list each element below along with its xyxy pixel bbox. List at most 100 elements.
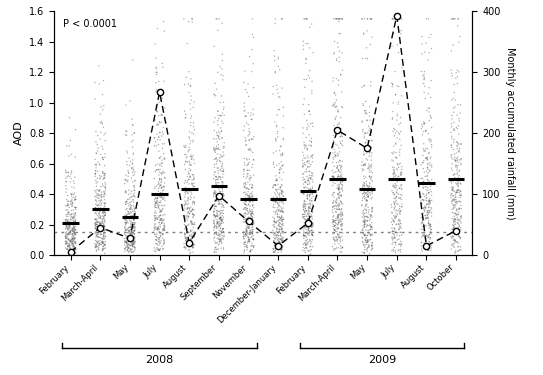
Point <box>334 16 343 22</box>
Point <box>454 179 463 185</box>
Point <box>365 251 374 257</box>
Point <box>450 225 458 231</box>
Point <box>183 174 192 180</box>
Point <box>95 215 104 221</box>
Point <box>367 212 375 218</box>
Point <box>360 184 369 190</box>
Point <box>390 205 399 211</box>
Point <box>190 180 198 186</box>
Point <box>457 141 465 147</box>
Point <box>152 87 161 93</box>
Point <box>121 236 129 242</box>
Point <box>249 111 257 117</box>
Point <box>239 219 248 225</box>
Point <box>122 217 130 223</box>
Point <box>301 60 310 66</box>
Point <box>211 93 220 99</box>
Point <box>93 227 102 233</box>
Point <box>336 198 345 204</box>
Point <box>331 180 339 186</box>
Point <box>390 206 399 212</box>
Point <box>448 210 457 216</box>
Point <box>389 177 398 183</box>
Point <box>335 206 344 212</box>
Point <box>156 200 165 206</box>
Point <box>187 240 196 246</box>
Point <box>190 157 198 163</box>
Point <box>182 154 191 160</box>
Point <box>337 193 346 199</box>
Point <box>68 241 77 247</box>
Point <box>70 246 78 252</box>
Point <box>389 189 397 195</box>
Point <box>151 195 160 201</box>
Point <box>190 242 198 248</box>
Point <box>307 143 315 149</box>
Point <box>396 114 405 120</box>
Point <box>363 245 372 251</box>
Point <box>368 242 376 248</box>
Point <box>269 249 278 255</box>
Point <box>66 246 74 252</box>
Point <box>68 226 77 232</box>
Point <box>216 233 225 239</box>
Point <box>152 143 161 149</box>
Point <box>306 217 315 223</box>
Point <box>304 231 312 237</box>
Point <box>243 192 252 198</box>
Point <box>64 226 72 232</box>
Point <box>450 216 459 222</box>
Point <box>211 180 220 186</box>
Point <box>123 226 131 232</box>
Point <box>121 220 130 226</box>
Point <box>363 139 372 145</box>
Point <box>153 237 161 243</box>
Y-axis label: AOD: AOD <box>14 121 24 146</box>
Point <box>122 198 131 204</box>
Point <box>395 185 403 191</box>
Point <box>249 243 257 249</box>
Point <box>210 190 218 196</box>
Point <box>308 244 317 250</box>
Point <box>419 129 428 135</box>
Point <box>210 147 219 153</box>
Point <box>421 128 430 134</box>
Point <box>452 199 460 205</box>
Point <box>180 152 189 157</box>
Point <box>122 188 130 194</box>
Point <box>217 154 225 160</box>
Point <box>425 50 433 56</box>
Point <box>96 136 104 142</box>
Point <box>279 113 288 119</box>
Point <box>212 192 220 198</box>
Point <box>240 205 249 211</box>
Point <box>396 30 405 36</box>
Point <box>272 235 280 241</box>
Point <box>301 16 310 22</box>
Point <box>272 122 281 128</box>
Point <box>93 207 102 213</box>
Point <box>123 247 132 253</box>
Point <box>242 185 250 191</box>
Point <box>122 240 131 246</box>
Point <box>388 84 396 90</box>
Point <box>249 205 258 211</box>
Point <box>220 140 229 146</box>
Point <box>210 128 219 134</box>
Point <box>420 206 428 212</box>
Point <box>212 86 221 92</box>
Point <box>70 197 79 203</box>
Point <box>452 196 460 202</box>
Point <box>95 211 104 217</box>
Point <box>328 220 337 226</box>
Point <box>362 202 370 208</box>
Point <box>121 217 129 223</box>
Point <box>450 175 459 181</box>
Point <box>155 237 163 243</box>
Text: 2009: 2009 <box>368 355 396 365</box>
Point <box>101 210 110 216</box>
Point <box>388 16 397 22</box>
Point <box>212 189 220 195</box>
Point <box>425 231 434 237</box>
Point <box>275 240 283 246</box>
